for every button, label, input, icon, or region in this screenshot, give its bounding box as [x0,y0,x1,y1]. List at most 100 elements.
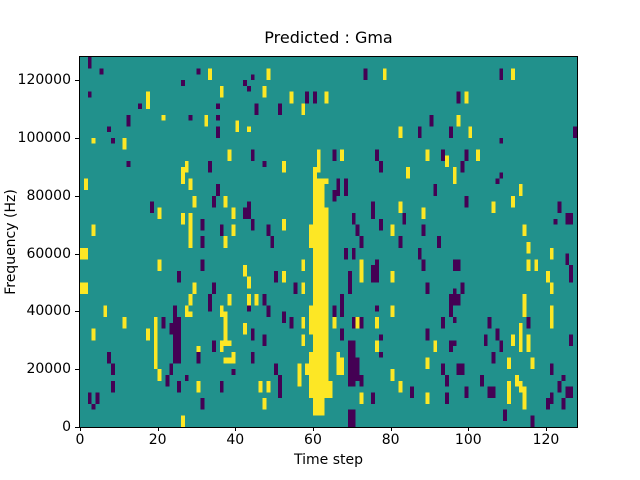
x-tick-label: 60 [304,432,322,448]
heatmap-cell [250,351,255,364]
heatmap-cell [274,363,279,375]
heatmap-cell [208,294,213,306]
heatmap-cell [169,363,174,375]
y-tick-label: 40000 [26,303,71,320]
heatmap-cell [410,386,414,399]
heatmap-cell [452,166,457,179]
heatmap-cell [208,68,213,81]
heatmap-cell [281,218,286,231]
heatmap-cell [173,317,178,364]
heatmap-cell [215,114,220,121]
heatmap-cell [522,386,527,410]
heatmap-cell [180,213,185,225]
heatmap-cell [246,85,251,92]
heatmap-cell [180,166,185,179]
heatmap-cell [351,409,356,427]
heatmap-cell [464,91,469,104]
heatmap-cell [200,218,205,231]
heatmap-cell [441,363,445,375]
x-tick-mark [80,427,81,431]
heatmap-cell [316,149,321,173]
y-tick-label: 60000 [26,245,71,262]
heatmap-cell [219,305,224,318]
heatmap-cell [437,236,442,248]
heatmap-cell [231,369,236,375]
heatmap-cell [200,236,205,248]
heatmap-cell [188,294,193,306]
heatmap-cell [324,91,329,104]
heatmap-cell [146,328,150,341]
heatmap-cell [223,357,228,364]
heatmap-cell [425,282,430,295]
heatmap-cell [456,363,461,375]
heatmap-cell [196,380,201,393]
heatmap-cell [309,224,313,248]
y-tick-mark [75,195,80,197]
heatmap-cell [359,259,364,283]
heatmap-cell [212,282,216,295]
heatmap-cell [351,213,356,225]
heatmap-cell [452,317,457,323]
heatmap-cell [433,340,438,352]
heatmap-cell [184,161,189,173]
heatmap-cell [324,207,329,399]
heatmap-cell [448,305,453,318]
heatmap-cell [324,178,329,185]
heatmap [80,57,577,427]
heatmap-cell [487,317,492,329]
heatmap-cell [503,409,508,422]
heatmap-cell [344,184,348,196]
heatmap-cell [200,398,205,410]
heatmap-cell [378,161,383,173]
heatmap-cell [355,224,360,237]
heatmap-cell [332,317,337,329]
heatmap-cell [483,334,488,347]
x-axis-label: Time step [294,452,363,468]
heatmap-cell [91,224,96,237]
heatmap-cell [557,201,562,214]
heatmap-cell [456,91,461,104]
heatmap-cell [223,236,228,248]
heatmap-cell [196,346,201,352]
x-tick-label: 100 [454,432,482,448]
heatmap-cell [231,351,236,364]
heatmap-cell [169,322,174,335]
heatmap-cell [448,294,453,306]
heatmap-cell [250,328,255,341]
heatmap-cell [196,68,201,75]
heatmap-cell [212,195,216,208]
heatmap-cell [262,398,267,410]
heatmap-cell [460,363,465,375]
heatmap-cell [243,80,247,86]
heatmap-cell [231,207,236,219]
heatmap-cell [417,126,422,138]
heatmap-cell [180,178,185,185]
heatmap-cell [549,305,554,329]
heatmap-cell [188,114,193,121]
heatmap-cell [305,91,310,104]
heatmap-cell [491,201,496,214]
heatmap-cell [107,126,112,133]
x-tick-label: 20 [148,432,167,448]
heatmap-cell [215,184,220,196]
heatmap-cell [464,149,469,162]
heatmap-cell [243,265,247,277]
heatmap-cell [565,213,570,225]
heatmap-cell [332,189,337,202]
heatmap-cell [375,259,379,271]
heatmap-cell [173,305,178,318]
heatmap-cell [402,213,407,225]
heatmap-cell [378,334,383,341]
heatmap-cell [177,380,181,393]
x-tick-mark [468,427,470,431]
heatmap-cell [429,114,434,127]
heatmap-cell [491,351,496,364]
heatmap-cell [83,247,88,260]
heatmap-cell [332,305,337,318]
heatmap-cell [464,195,469,208]
heatmap-cell [514,374,519,387]
heatmap-cell [557,380,562,393]
heatmap-cell [161,114,166,121]
y-tick-mark [75,137,80,139]
heatmap-cell [371,392,376,404]
